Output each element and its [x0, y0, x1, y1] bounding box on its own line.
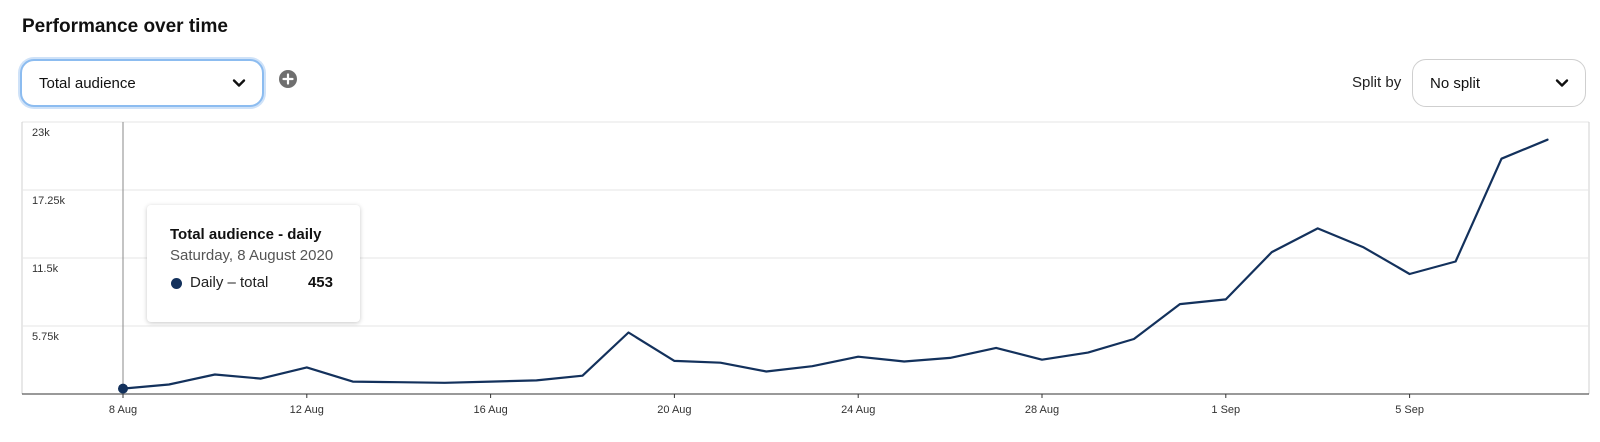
data-point — [1270, 250, 1274, 254]
series-line-daily-total — [121, 138, 1549, 390]
data-point — [305, 365, 309, 369]
x-tick-label: 28 Aug — [1025, 404, 1059, 416]
data-point — [397, 380, 401, 384]
chevron-down-icon — [1555, 79, 1569, 87]
data-point — [1224, 297, 1228, 301]
data-point — [1454, 260, 1458, 264]
tooltip-date: Saturday, 8 August 2020 — [170, 247, 334, 264]
data-point — [810, 364, 814, 368]
x-tick-label: 16 Aug — [473, 404, 507, 416]
data-point — [1545, 138, 1549, 142]
tooltip-title: Total audience - daily — [170, 226, 322, 243]
data-point — [764, 370, 768, 374]
add-metric-button[interactable] — [278, 69, 298, 89]
highlighted-data-point — [118, 383, 128, 394]
data-point — [626, 331, 630, 335]
split-select-value: No split — [1430, 74, 1481, 92]
x-tick-label: 20 Aug — [657, 404, 691, 416]
performance-chart: 5.75k 11.5k 17.25k 23k 8 Aug 12 Aug 16 Aug 20 A… — [21, 121, 1590, 416]
data-point — [1500, 157, 1504, 161]
data-point — [948, 356, 952, 360]
x-tick-label: 1 Sep — [1211, 404, 1240, 416]
data-point — [1316, 226, 1320, 230]
data-point — [902, 359, 906, 363]
data-point — [994, 346, 998, 350]
x-tick-label: 5 Sep — [1395, 404, 1424, 416]
split-select[interactable]: No split — [1412, 59, 1586, 107]
data-point — [443, 381, 447, 385]
data-point — [672, 359, 676, 363]
data-point — [489, 380, 493, 384]
data-point — [1178, 302, 1182, 306]
data-point — [581, 374, 585, 378]
data-point — [1132, 337, 1136, 341]
metric-select-value: Total audience — [39, 74, 136, 92]
data-point — [1086, 351, 1090, 355]
chevron-down-icon — [232, 79, 246, 87]
y-tick-label: 5.75k — [32, 331, 59, 343]
y-tick-label: 11.5k — [32, 263, 59, 275]
data-point — [1408, 272, 1412, 276]
x-tick-label: 12 Aug — [290, 404, 324, 416]
tooltip-series-marker — [171, 278, 182, 289]
metric-select[interactable]: Total audience — [20, 59, 264, 107]
data-point — [213, 372, 217, 376]
chart-tooltip: Total audience - daily Saturday, 8 Augus… — [147, 205, 360, 322]
data-point — [259, 377, 263, 381]
data-point — [351, 380, 355, 384]
data-point — [167, 383, 171, 387]
y-tick-label: 17.25k — [32, 195, 66, 207]
data-point — [856, 355, 860, 359]
x-tick-label: 24 Aug — [841, 404, 875, 416]
tooltip-series-label: Daily – total — [190, 274, 269, 291]
y-tick-label: 23k — [32, 127, 50, 139]
data-point — [1362, 245, 1366, 249]
data-point — [718, 361, 722, 365]
page-title: Performance over time — [22, 16, 228, 37]
x-tick-label: 8 Aug — [109, 404, 137, 416]
tooltip-value: 453 — [307, 274, 333, 291]
data-point — [535, 378, 539, 382]
data-point — [1040, 358, 1044, 362]
split-by-label: Split by — [1352, 74, 1402, 91]
